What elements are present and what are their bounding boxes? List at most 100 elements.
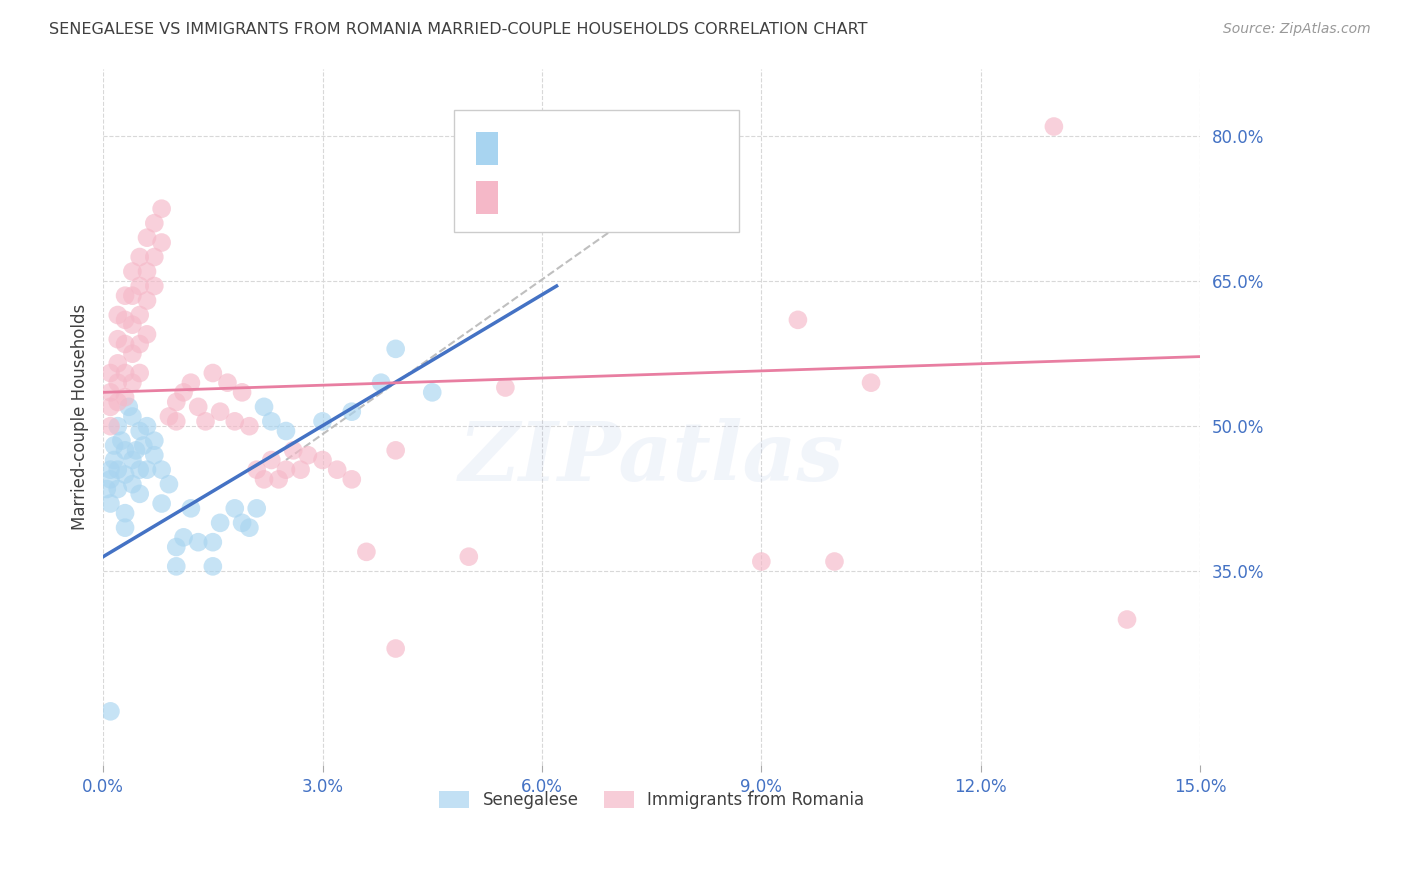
Text: N = 52: N = 52 <box>630 139 697 158</box>
FancyBboxPatch shape <box>477 132 498 165</box>
Point <box>311 414 333 428</box>
Point <box>128 487 150 501</box>
Point <box>150 235 173 250</box>
Point <box>246 501 269 516</box>
Point <box>121 477 143 491</box>
Point <box>224 501 246 516</box>
Point <box>253 400 276 414</box>
Point <box>165 395 187 409</box>
Point <box>274 463 297 477</box>
Point <box>114 443 136 458</box>
Point <box>100 400 122 414</box>
FancyBboxPatch shape <box>454 111 740 232</box>
Point <box>128 424 150 438</box>
Point <box>297 448 319 462</box>
Point <box>136 293 159 308</box>
Point <box>114 390 136 404</box>
Point <box>121 453 143 467</box>
Point <box>180 376 202 390</box>
Point <box>121 376 143 390</box>
Point <box>114 506 136 520</box>
Y-axis label: Married-couple Households: Married-couple Households <box>72 303 89 530</box>
Point <box>107 376 129 390</box>
Point <box>165 559 187 574</box>
Point <box>136 230 159 244</box>
Point <box>749 555 772 569</box>
Point <box>494 380 516 394</box>
Point <box>150 202 173 216</box>
Point <box>384 342 406 356</box>
Text: SENEGALESE VS IMMIGRANTS FROM ROMANIA MARRIED-COUPLE HOUSEHOLDS CORRELATION CHAR: SENEGALESE VS IMMIGRANTS FROM ROMANIA MA… <box>49 22 868 37</box>
Point <box>100 366 122 380</box>
Text: N = 68: N = 68 <box>630 188 697 206</box>
Point <box>107 463 129 477</box>
Legend: Senegalese, Immigrants from Romania: Senegalese, Immigrants from Romania <box>433 784 870 815</box>
Point <box>787 313 810 327</box>
Point <box>246 463 269 477</box>
Text: ZIPatlas: ZIPatlas <box>458 418 845 499</box>
Point <box>238 521 260 535</box>
Point <box>100 419 122 434</box>
Point <box>370 376 392 390</box>
Point <box>157 477 180 491</box>
Point <box>157 409 180 424</box>
Point <box>136 327 159 342</box>
FancyBboxPatch shape <box>477 180 498 214</box>
Point <box>260 453 283 467</box>
Point <box>128 463 150 477</box>
Point <box>121 264 143 278</box>
Point <box>100 463 122 477</box>
Point <box>274 424 297 438</box>
Point <box>187 535 209 549</box>
Point <box>201 535 224 549</box>
Point <box>326 463 349 477</box>
Point <box>1116 613 1139 627</box>
Point <box>231 385 253 400</box>
Text: R = 0.465: R = 0.465 <box>508 139 599 158</box>
Point <box>209 405 232 419</box>
Point <box>173 385 195 400</box>
Point <box>384 443 406 458</box>
Point <box>114 521 136 535</box>
Point <box>194 414 217 428</box>
Point <box>107 419 129 434</box>
Point <box>100 704 122 718</box>
Point <box>290 463 312 477</box>
Point <box>107 308 129 322</box>
Point <box>96 482 118 496</box>
Point <box>100 496 122 510</box>
Text: R = 0.035: R = 0.035 <box>508 188 598 206</box>
Point <box>100 385 122 400</box>
Point <box>103 453 125 467</box>
Point <box>114 313 136 327</box>
Point <box>356 545 378 559</box>
Point <box>136 264 159 278</box>
Point <box>860 376 883 390</box>
Point <box>143 434 166 448</box>
Point <box>121 288 143 302</box>
Point <box>121 318 143 332</box>
Point <box>121 347 143 361</box>
Point <box>107 395 129 409</box>
Point <box>217 376 239 390</box>
Point <box>267 472 290 486</box>
Point <box>114 366 136 380</box>
Point <box>136 419 159 434</box>
Point <box>201 559 224 574</box>
Point <box>136 463 159 477</box>
Point <box>114 288 136 302</box>
Point <box>260 414 283 428</box>
Point <box>824 555 846 569</box>
Point <box>224 414 246 428</box>
Point <box>165 414 187 428</box>
Point <box>107 356 129 370</box>
Point <box>128 366 150 380</box>
Point <box>114 337 136 351</box>
Point <box>209 516 232 530</box>
Point <box>121 409 143 424</box>
Point <box>118 400 141 414</box>
Point <box>103 438 125 452</box>
Point <box>125 443 148 458</box>
Point <box>128 308 150 322</box>
Point <box>128 250 150 264</box>
